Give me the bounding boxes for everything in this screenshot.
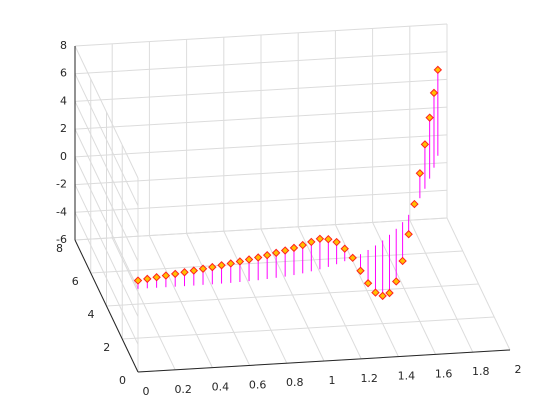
marker bbox=[226, 259, 235, 268]
z-tick-label: 0 bbox=[60, 150, 67, 163]
marker bbox=[280, 246, 290, 255]
x-tick-label: 0.4 bbox=[212, 381, 230, 394]
y-tick-label: 0 bbox=[119, 374, 126, 387]
y-axis bbox=[74, 239, 139, 373]
x-tick-label: 0 bbox=[143, 385, 150, 398]
x-tick-label: 1.6 bbox=[435, 367, 453, 380]
marker bbox=[429, 88, 439, 98]
grid-line bbox=[74, 101, 139, 234]
marker bbox=[315, 234, 325, 243]
marker bbox=[170, 269, 180, 279]
marker bbox=[385, 288, 394, 298]
marker bbox=[378, 291, 387, 301]
marker bbox=[298, 240, 307, 250]
marker bbox=[244, 255, 254, 264]
z-tick-label: 6 bbox=[60, 67, 67, 80]
marker bbox=[425, 113, 434, 122]
marker bbox=[348, 253, 357, 263]
marker bbox=[340, 244, 349, 253]
grid-line bbox=[74, 134, 448, 158]
z-tick-label: -6 bbox=[56, 233, 67, 246]
z-tick-label: 8 bbox=[60, 39, 67, 52]
y-tick-label: 8 bbox=[56, 242, 63, 255]
marker bbox=[235, 257, 245, 266]
x-tick-label: 1 bbox=[329, 374, 336, 387]
marker bbox=[198, 264, 208, 273]
marker bbox=[161, 271, 171, 280]
x-tick-label: 2 bbox=[515, 363, 522, 376]
grid-line bbox=[74, 162, 448, 186]
marker bbox=[415, 169, 425, 178]
grid-line bbox=[106, 283, 479, 307]
marker bbox=[371, 288, 380, 297]
z-tick-label: 4 bbox=[60, 94, 67, 107]
grid-line bbox=[74, 106, 448, 130]
grid-line bbox=[74, 78, 448, 102]
marker bbox=[398, 256, 407, 266]
grid-line bbox=[74, 51, 448, 75]
marker bbox=[271, 248, 281, 258]
grid-line bbox=[74, 45, 139, 179]
marker bbox=[404, 230, 413, 239]
grid-line bbox=[74, 212, 139, 345]
marker bbox=[332, 237, 341, 247]
grid-line bbox=[90, 250, 463, 274]
marker bbox=[208, 262, 217, 272]
z-tick-label: -2 bbox=[56, 178, 67, 191]
marker bbox=[289, 243, 299, 253]
marker bbox=[307, 237, 316, 247]
marker bbox=[356, 266, 365, 275]
x-axis bbox=[137, 349, 511, 373]
x-tick-label: 0.6 bbox=[249, 378, 267, 391]
marker bbox=[133, 276, 143, 285]
marker bbox=[392, 277, 401, 286]
marker bbox=[433, 65, 443, 75]
x-tick-label: 0.2 bbox=[174, 383, 192, 396]
x-tick-label: 1.2 bbox=[360, 372, 378, 385]
marker bbox=[262, 250, 272, 260]
grid-line bbox=[74, 189, 448, 213]
z-tick-label: -4 bbox=[56, 205, 67, 218]
grid-line bbox=[74, 156, 139, 290]
marker bbox=[253, 253, 263, 262]
marker bbox=[363, 279, 373, 288]
marker bbox=[324, 234, 333, 244]
grid-line bbox=[74, 73, 139, 206]
y-tick-label: 2 bbox=[103, 341, 110, 354]
grid-line bbox=[74, 23, 448, 47]
grid-line bbox=[74, 128, 139, 262]
grid-line bbox=[122, 316, 495, 340]
marker bbox=[217, 261, 226, 270]
marker bbox=[420, 140, 430, 149]
marker bbox=[410, 199, 419, 209]
grid-line bbox=[74, 184, 139, 317]
marker bbox=[143, 274, 152, 284]
marker bbox=[189, 266, 199, 275]
x-tick-label: 0.8 bbox=[286, 376, 304, 389]
x-tick-label: 1.8 bbox=[472, 365, 490, 378]
grid-line bbox=[74, 217, 448, 241]
marker bbox=[180, 268, 189, 277]
z-tick-label: 2 bbox=[60, 122, 67, 135]
y-tick-label: 4 bbox=[88, 308, 95, 321]
y-tick-label: 6 bbox=[72, 275, 79, 288]
marker bbox=[152, 273, 161, 282]
x-tick-label: 1.4 bbox=[398, 370, 416, 383]
